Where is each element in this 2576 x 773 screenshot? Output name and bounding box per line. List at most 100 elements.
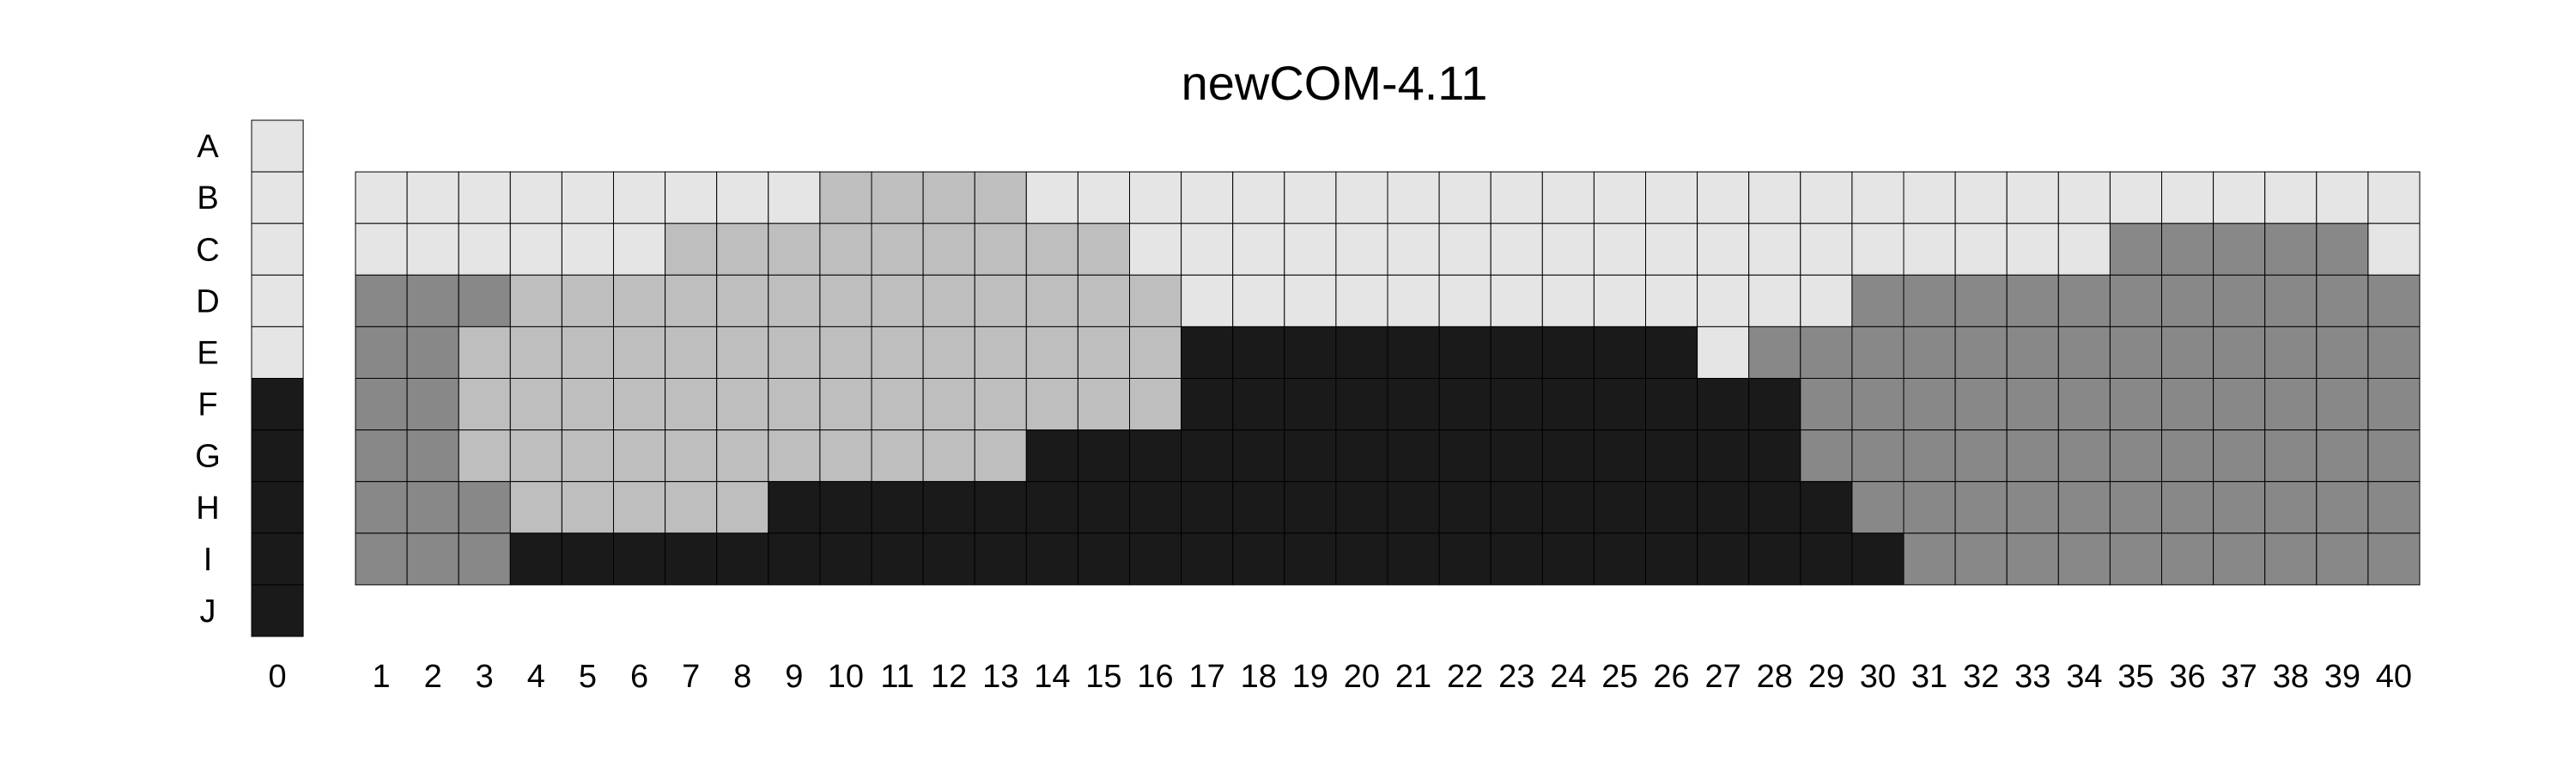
cell-h-14	[1025, 481, 1078, 534]
column-label-14: 14	[1034, 659, 1070, 695]
cell-f-17	[1181, 378, 1234, 431]
cell-e-15	[1077, 326, 1131, 379]
cell-d-13	[974, 274, 1027, 327]
column-label-32: 32	[1963, 659, 1999, 695]
cell-f-31	[1903, 378, 1956, 431]
cell-e-1	[355, 326, 408, 379]
column-label-30: 30	[1860, 659, 1896, 695]
cell-i-6	[613, 533, 666, 586]
cell-g-15	[1077, 429, 1131, 483]
row-label-f: F	[197, 387, 217, 423]
cell-i-12	[922, 533, 975, 586]
cell-g-2	[406, 429, 459, 483]
cell-g-9	[768, 429, 821, 483]
cell-e-32	[1954, 326, 2008, 379]
column-label-19: 19	[1292, 659, 1328, 695]
cell-d-28	[1748, 274, 1801, 327]
column-label-6: 6	[630, 659, 648, 695]
cell-e-30	[1851, 326, 1905, 379]
column-label-17: 17	[1189, 659, 1225, 695]
cell-i-25	[1593, 533, 1647, 586]
cell-f-35	[2109, 378, 2162, 431]
column-label-16: 16	[1137, 659, 1173, 695]
cell-d-12	[922, 274, 975, 327]
cell-d-39	[2316, 274, 2369, 327]
cell-d-37	[2213, 274, 2266, 327]
cell-c-15	[1077, 222, 1131, 276]
cell-e-14	[1025, 326, 1078, 379]
cell-h-5	[561, 481, 615, 534]
cell-e-37	[2213, 326, 2266, 379]
cell-f-21	[1387, 378, 1440, 431]
cell-d-1	[355, 274, 408, 327]
cell-f-38	[2264, 378, 2318, 431]
cell-c-11	[871, 222, 924, 276]
cell-d-9	[768, 274, 821, 327]
column-label-0: 0	[268, 659, 286, 695]
cell-h-23	[1490, 481, 1543, 534]
cell-i-20	[1335, 533, 1388, 586]
cell-h-1	[355, 481, 408, 534]
column-label-27: 27	[1705, 659, 1741, 695]
cell-g-20	[1335, 429, 1388, 483]
cell-c-4	[509, 222, 562, 276]
cell-f-12	[922, 378, 975, 431]
cell-j-0	[251, 584, 304, 637]
column-label-39: 39	[2324, 659, 2360, 695]
cell-f-20	[1335, 378, 1388, 431]
cell-c-19	[1284, 222, 1337, 276]
cell-d-25	[1593, 274, 1647, 327]
cell-i-4	[509, 533, 562, 586]
cell-h-4	[509, 481, 562, 534]
cell-f-0	[251, 378, 304, 431]
cell-e-19	[1284, 326, 1337, 379]
cell-b-39	[2316, 171, 2369, 224]
cell-c-34	[2057, 222, 2111, 276]
column-label-21: 21	[1395, 659, 1431, 695]
cell-g-16	[1129, 429, 1182, 483]
column-label-2: 2	[424, 659, 442, 695]
cell-c-39	[2316, 222, 2369, 276]
cell-h-10	[819, 481, 872, 534]
cell-e-5	[561, 326, 615, 379]
row-label-g: G	[195, 439, 221, 475]
cell-c-26	[1645, 222, 1698, 276]
cell-i-16	[1129, 533, 1182, 586]
cell-b-31	[1903, 171, 1956, 224]
cell-i-1	[355, 533, 408, 586]
cell-c-25	[1593, 222, 1647, 276]
cell-g-6	[613, 429, 666, 483]
cell-b-9	[768, 171, 821, 224]
cell-g-30	[1851, 429, 1905, 483]
cell-b-27	[1697, 171, 1750, 224]
cell-h-32	[1954, 481, 2008, 534]
cell-f-40	[2367, 378, 2421, 431]
cell-d-34	[2057, 274, 2111, 327]
cell-i-30	[1851, 533, 1905, 586]
cell-e-27	[1697, 326, 1750, 379]
cell-h-25	[1593, 481, 1647, 534]
cell-b-1	[355, 171, 408, 224]
cell-c-23	[1490, 222, 1543, 276]
cell-e-16	[1129, 326, 1182, 379]
column-label-8: 8	[733, 659, 751, 695]
cell-d-38	[2264, 274, 2318, 327]
cell-e-18	[1232, 326, 1285, 379]
cell-b-22	[1438, 171, 1492, 224]
cell-f-11	[871, 378, 924, 431]
cell-f-14	[1025, 378, 1078, 431]
cell-c-6	[613, 222, 666, 276]
column-label-9: 9	[785, 659, 803, 695]
cell-b-0	[251, 171, 304, 224]
cell-e-34	[2057, 326, 2111, 379]
cell-d-26	[1645, 274, 1698, 327]
cell-e-22	[1438, 326, 1492, 379]
cell-g-28	[1748, 429, 1801, 483]
cell-i-35	[2109, 533, 2162, 586]
cell-h-27	[1697, 481, 1750, 534]
cell-c-0	[251, 222, 304, 276]
cell-b-18	[1232, 171, 1285, 224]
cell-i-0	[251, 533, 304, 586]
